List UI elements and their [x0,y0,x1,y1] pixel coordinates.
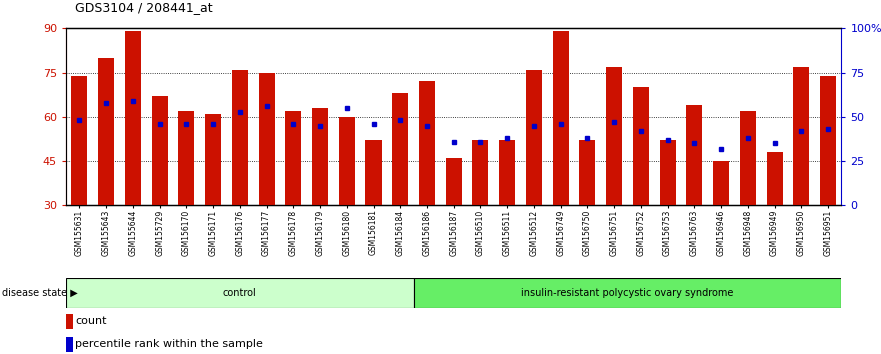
Bar [633,87,649,205]
Bar [205,114,221,205]
Bar [152,96,167,205]
Bar [66,314,72,329]
Bar [820,75,836,205]
Bar [446,158,462,205]
Bar [285,111,301,205]
Bar [413,278,841,308]
Bar [366,141,381,205]
Bar [580,141,596,205]
Bar [526,70,542,205]
Text: insulin-resistant polycystic ovary syndrome: insulin-resistant polycystic ovary syndr… [522,288,734,298]
Text: disease state ▶: disease state ▶ [2,288,78,298]
Bar [500,141,515,205]
Bar [66,337,72,352]
Text: percentile rank within the sample: percentile rank within the sample [76,339,263,349]
Bar [125,31,141,205]
Bar [686,105,702,205]
Bar [392,93,408,205]
Bar [71,75,87,205]
Bar [178,111,195,205]
Bar [66,278,413,308]
Bar [419,81,435,205]
Bar [232,70,248,205]
Text: count: count [76,316,107,326]
Bar [312,108,328,205]
Bar [339,117,355,205]
Bar [660,141,676,205]
Text: GDS3104 / 208441_at: GDS3104 / 208441_at [75,1,212,14]
Bar [472,141,488,205]
Bar [552,31,568,205]
Bar [793,67,810,205]
Bar [98,58,115,205]
Bar [713,161,729,205]
Bar [766,152,782,205]
Bar [258,73,275,205]
Text: control: control [223,288,256,298]
Bar [606,67,622,205]
Bar [740,111,756,205]
